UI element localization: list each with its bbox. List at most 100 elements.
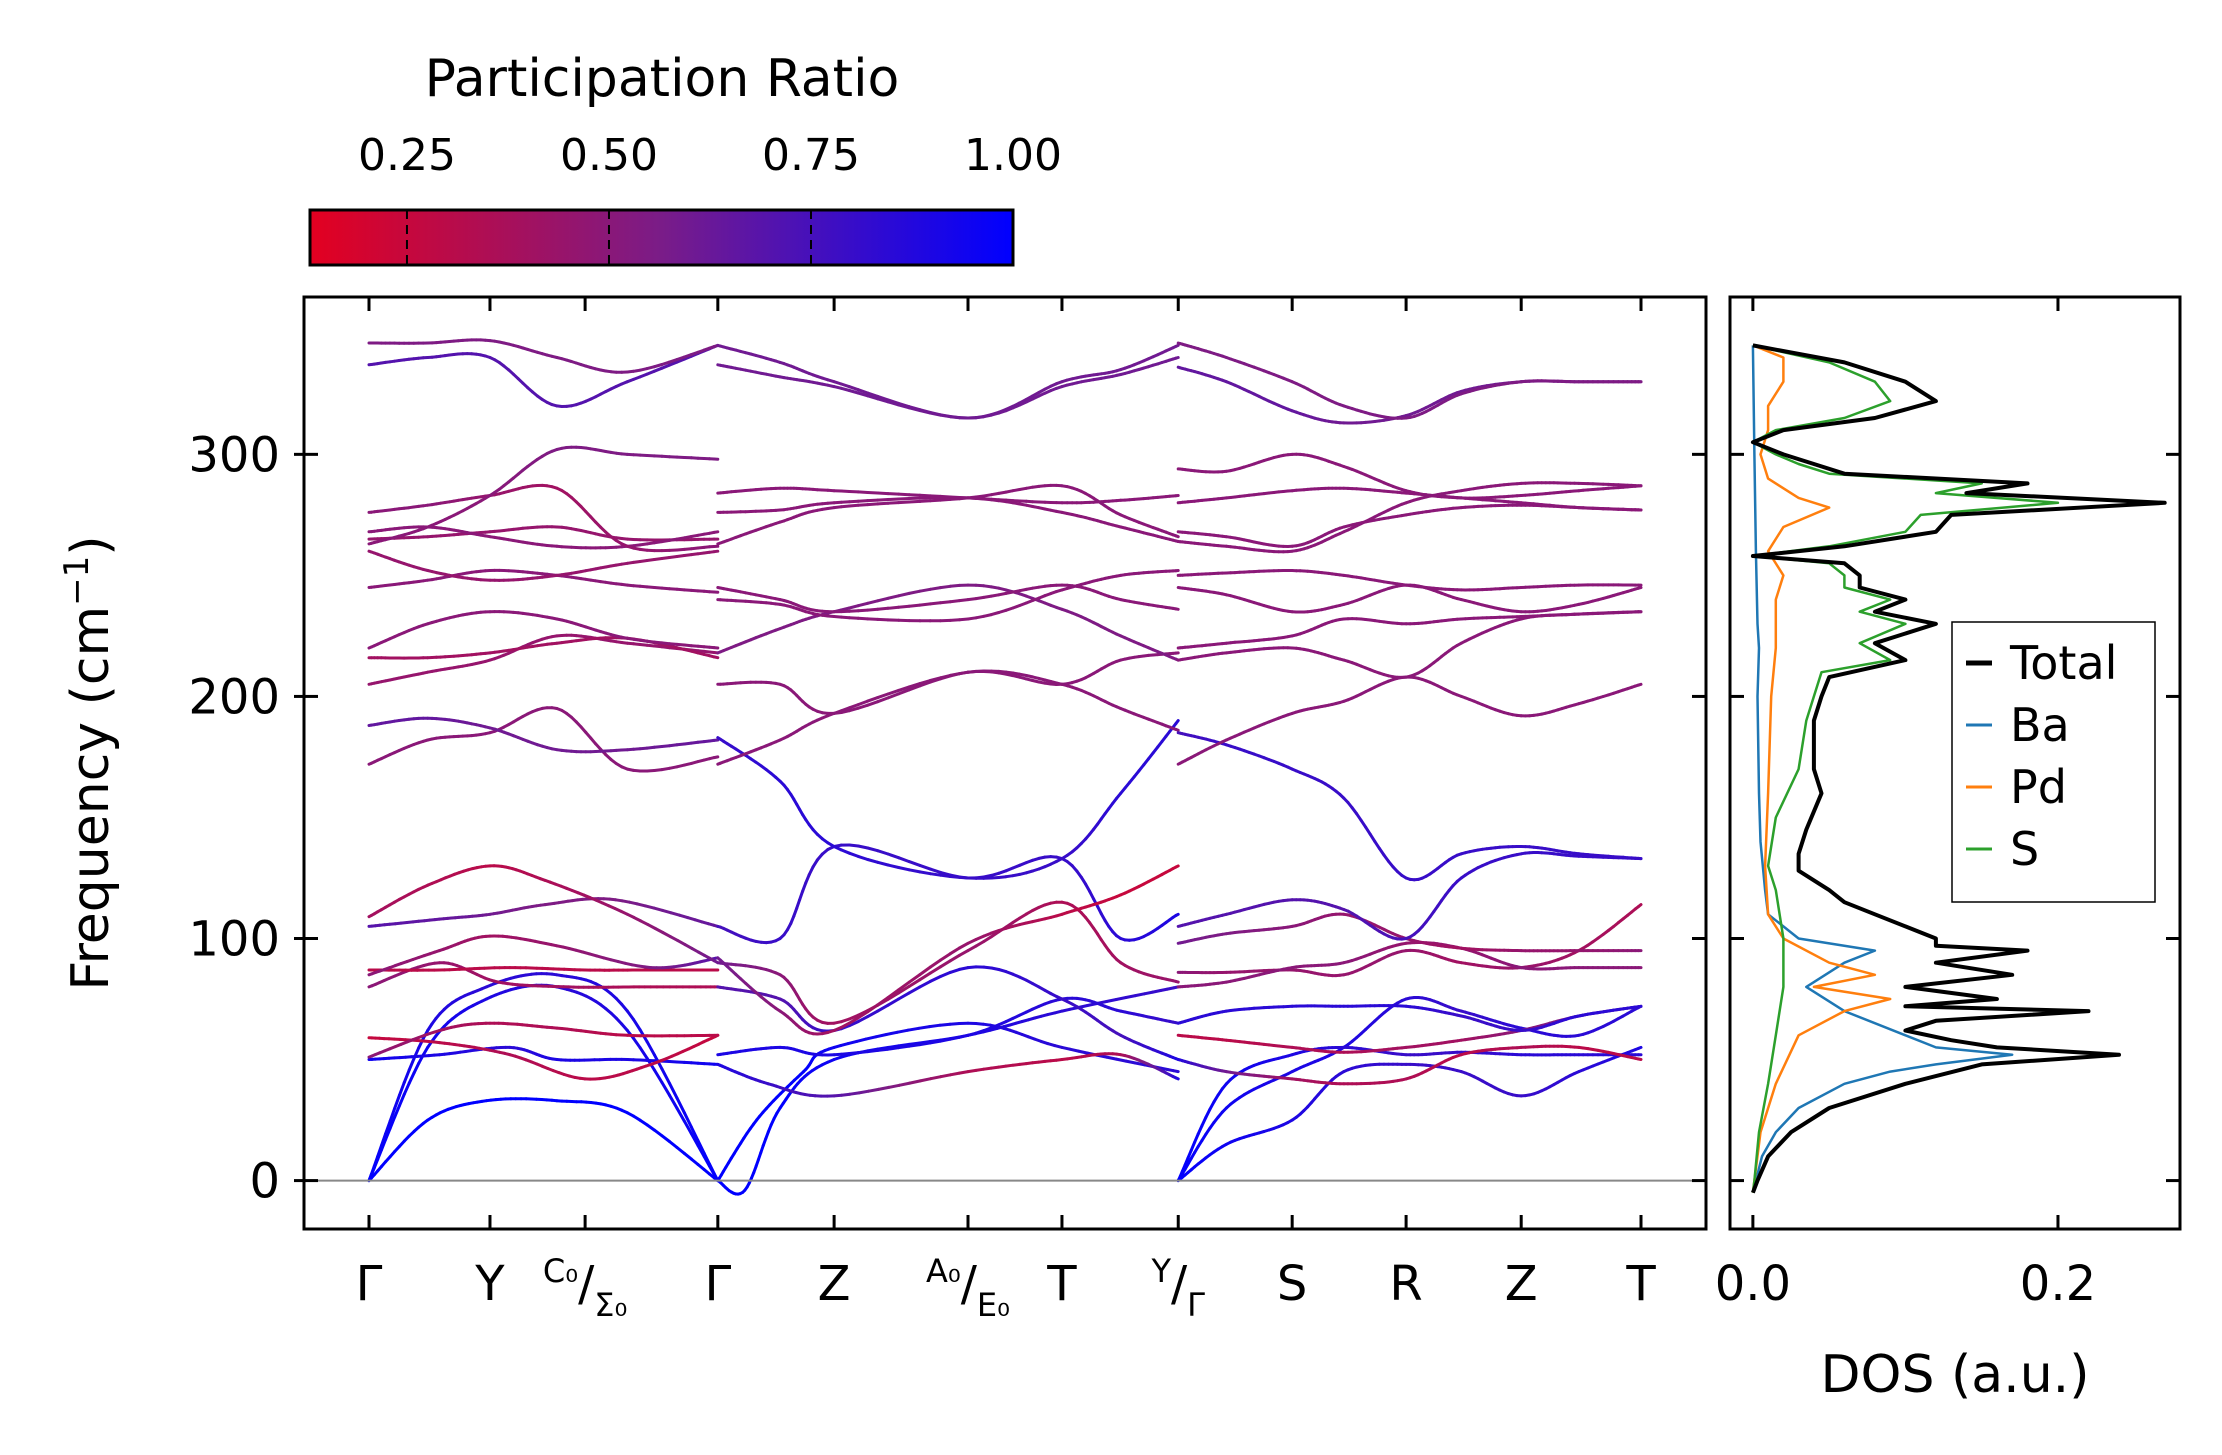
band-line-segment (1124, 1059, 1137, 1065)
band-line-segment (856, 499, 870, 503)
colorbar-tick-labels: 0.25 0.50 0.75 1.00 (358, 130, 1062, 181)
band-line-segment (939, 870, 952, 877)
band-line-segment (948, 1035, 961, 1041)
band-line-segment (696, 1139, 706, 1155)
band-line (716, 669, 1180, 732)
band-line (716, 965, 1180, 1061)
band-line (367, 1021, 720, 1059)
band-line-segment (907, 499, 922, 504)
band-line-segment (876, 696, 890, 704)
band-line-segment (856, 844, 870, 850)
band-line-segment (804, 873, 811, 885)
band-line-segment (897, 980, 911, 992)
band-line-segment (907, 684, 922, 692)
band-line-segment (393, 1104, 401, 1119)
band-line-segment (866, 700, 880, 707)
band-line-segment (866, 696, 880, 703)
band-line-segment (668, 1081, 679, 1100)
band-line-segment (398, 1092, 406, 1108)
band-line-segment (857, 1089, 871, 1095)
band-line (367, 1097, 720, 1183)
band-line (367, 445, 720, 546)
band-line (716, 996, 1180, 1057)
band-line-segment (958, 949, 970, 957)
band-line-segment (798, 889, 805, 902)
band-line-segment (876, 1047, 890, 1052)
band-line-segment (1124, 994, 1137, 999)
band-line-segment (1133, 1061, 1146, 1067)
band-line-segment (948, 875, 961, 879)
band-line-segment (966, 944, 978, 953)
band-line (367, 706, 720, 773)
band-line-segment (689, 1125, 700, 1143)
band-line-segment (876, 617, 890, 622)
band-line (367, 610, 720, 650)
band-line-segment (856, 854, 870, 861)
band-line-segment (895, 1028, 910, 1034)
band-line (367, 716, 720, 754)
band-line-segment (897, 984, 911, 995)
band-line (1176, 610, 1643, 650)
band-line-segment (856, 503, 870, 507)
band-line-segment (897, 866, 911, 872)
band-line-segment (712, 655, 720, 660)
band-line-segment (948, 953, 961, 963)
band-line-segment (907, 603, 922, 608)
band-line-segment (393, 1093, 401, 1110)
band-line-segment (1174, 534, 1180, 539)
band-lines (367, 297, 1643, 1229)
band-line-segment (1114, 996, 1128, 1001)
band-line (716, 356, 1180, 420)
band-line-segment (384, 1126, 392, 1141)
band-line-segment (675, 1106, 686, 1123)
band-line-segment (1174, 864, 1180, 869)
band-line-segment (866, 498, 880, 503)
band-line-segment (867, 1087, 880, 1093)
band-line-segment (384, 1119, 392, 1136)
band-line-segment (918, 587, 932, 593)
band-line-segment (638, 1046, 649, 1060)
colorbar-ticks (405, 210, 812, 265)
band-line-segment (876, 692, 890, 700)
band-line-segment (886, 692, 901, 700)
band-line (716, 900, 1180, 1025)
band-line (1176, 851, 1643, 941)
band-line-segment (886, 852, 901, 860)
band-line-segment (886, 492, 901, 496)
band-line-segment (918, 870, 932, 876)
band-line-segment (908, 1079, 922, 1085)
band-line-segment (1172, 1069, 1180, 1074)
band-line-segment (866, 599, 880, 605)
band-line-segment (928, 411, 942, 417)
band-line-segment (407, 1071, 416, 1085)
band-line-segment (897, 856, 911, 864)
band-line-segment (412, 1061, 421, 1075)
band-line (367, 983, 720, 1183)
band-line-segment (866, 502, 880, 507)
band-line-segment (886, 991, 901, 1001)
band-line-segment (1174, 719, 1180, 726)
colorbar-tick-label: 1.00 (964, 130, 1062, 181)
band-line-segment (866, 858, 880, 864)
band-line-segment (886, 988, 901, 1000)
band-line-segment (856, 1010, 870, 1020)
colorbar-tick-label: 0.75 (762, 130, 860, 181)
band-line-segment (801, 881, 808, 893)
band-line-segment (918, 679, 932, 686)
band-line-segment (928, 498, 942, 503)
band-line-segment (847, 706, 860, 713)
band-line-segment (876, 996, 890, 1007)
band-line-segment (876, 596, 890, 603)
band-line-segment (856, 1050, 870, 1055)
band-line (716, 483, 1180, 546)
band-line-segment (948, 618, 961, 622)
band-line (367, 483, 720, 553)
band-line-segment (675, 1146, 686, 1155)
band-line (367, 343, 720, 408)
band-line (716, 343, 1180, 420)
band-line-segment (388, 1106, 397, 1123)
band-line-segment (1174, 356, 1180, 360)
band-line-segment (897, 688, 911, 696)
